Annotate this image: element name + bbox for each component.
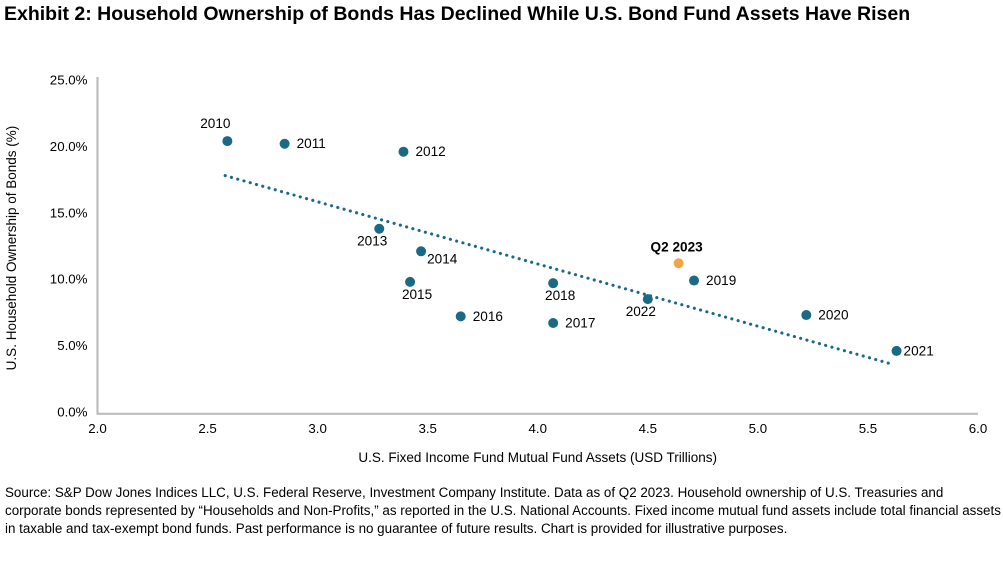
data-point-2012 xyxy=(398,146,409,157)
y-tick-label: 0.0% xyxy=(57,405,87,420)
data-point-2010 xyxy=(222,136,233,147)
y-tick-label: 20.0% xyxy=(50,139,88,154)
data-point-label-2019: 2019 xyxy=(706,273,736,288)
data-point-2011 xyxy=(279,138,290,149)
x-tick-label: 5.5 xyxy=(859,421,878,436)
x-tick-label: 5.0 xyxy=(749,421,768,436)
data-point-2018 xyxy=(548,278,559,289)
y-tick-label: 15.0% xyxy=(50,205,88,220)
data-point-2021 xyxy=(891,345,902,356)
y-tick-label: 25.0% xyxy=(50,73,88,88)
data-point-2015 xyxy=(405,276,416,287)
y-axis-title: U.S. Household Ownership of Bonds (%) xyxy=(4,126,19,371)
source-note: Source: S&P Dow Jones Indices LLC, U.S. … xyxy=(5,485,1001,537)
x-tick-label: 3.0 xyxy=(308,421,327,436)
data-point-label-2014: 2014 xyxy=(427,251,458,266)
x-tick-label: 4.0 xyxy=(529,421,548,436)
data-point-label-2011: 2011 xyxy=(297,136,326,151)
y-tick-label: 10.0% xyxy=(50,272,88,287)
x-tick-label: 3.5 xyxy=(418,421,437,436)
data-point-label-2022: 2022 xyxy=(626,304,656,319)
data-point-q2-2023 xyxy=(673,258,684,269)
data-point-label-q2-2023: Q2 2023 xyxy=(651,239,704,254)
data-point-2014 xyxy=(416,246,427,257)
data-point-label-2018: 2018 xyxy=(545,288,575,303)
data-point-label-2010: 2010 xyxy=(200,116,231,131)
data-point-label-2015: 2015 xyxy=(402,287,432,302)
data-point-label-2020: 2020 xyxy=(818,308,849,323)
data-point-label-2016: 2016 xyxy=(473,309,503,324)
exhibit-title: Exhibit 2: Household Ownership of Bonds … xyxy=(4,3,911,25)
data-point-label-2013: 2013 xyxy=(357,234,387,249)
data-point-label-2017: 2017 xyxy=(565,316,595,331)
data-point-2017 xyxy=(548,318,559,329)
scatter-chart: 0.0% 5.0% 10.0% 15.0% 20.0% 25.0% 2.0 2.5 3.0 3.5… xyxy=(4,73,988,466)
x-tick-label: 6.0 xyxy=(969,421,988,436)
data-point-label-2012: 2012 xyxy=(415,144,445,159)
x-tick-label: 2.0 xyxy=(88,421,107,436)
x-tick-label: 4.5 xyxy=(639,421,658,436)
trendline xyxy=(223,174,894,366)
y-tick-label: 5.0% xyxy=(57,338,87,353)
data-point-2019 xyxy=(689,275,700,286)
data-point-label-2021: 2021 xyxy=(904,343,934,358)
data-point-2022 xyxy=(642,294,653,305)
data-point-2016 xyxy=(455,311,466,322)
x-axis-title: U.S. Fixed Income Fund Mutual Fund Asset… xyxy=(358,450,717,465)
x-tick-label: 2.5 xyxy=(198,421,217,436)
data-point-2020 xyxy=(801,310,812,321)
data-point-2013 xyxy=(374,223,385,234)
